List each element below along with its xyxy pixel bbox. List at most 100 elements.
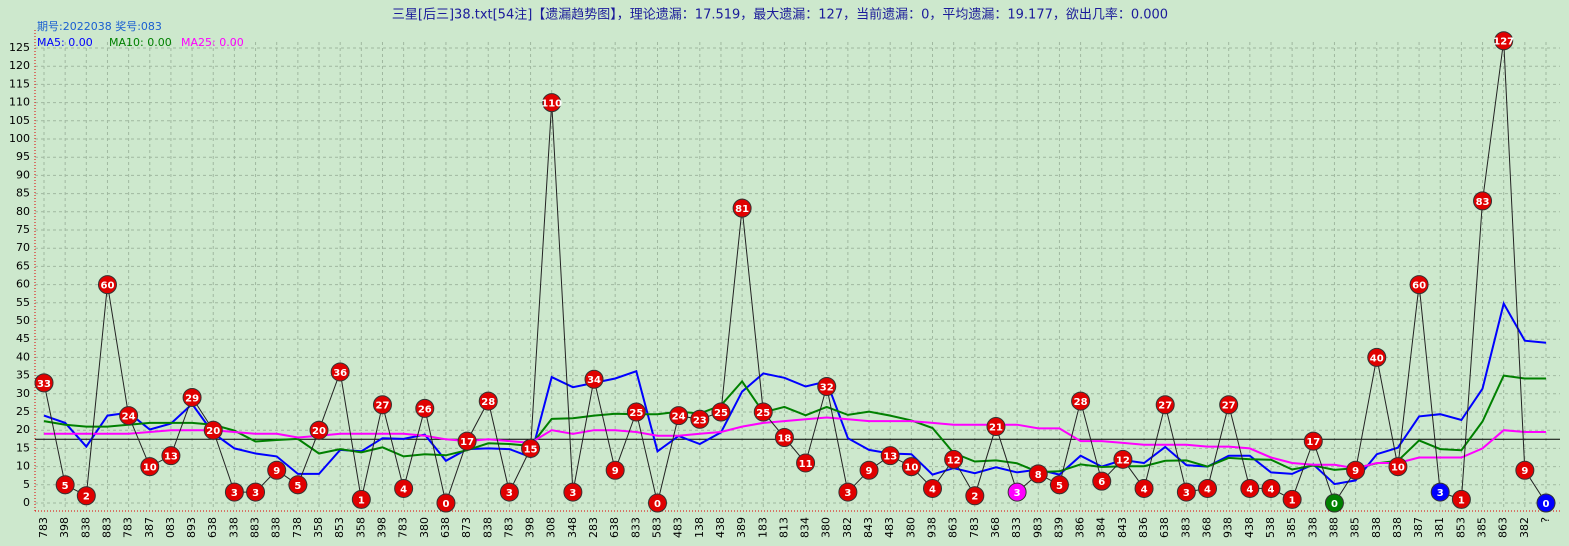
x-tick-label: 783 [968,517,981,538]
x-tick-label: 783 [37,517,50,538]
point-marker [309,420,329,440]
ma-line [44,416,1546,470]
point-label: 13 [164,452,178,463]
point-label: 5 [294,481,301,492]
point-marker [1282,489,1302,509]
point-marker [1240,478,1260,498]
x-tick-label: 348 [566,517,579,538]
point-label: 2 [83,492,90,503]
chart-title: 三星[后三]38.txt[54注]【遗漏趋势图】，理论遗漏：17.519，最大遗… [392,7,1168,23]
point-label: 10 [1391,463,1405,474]
point-label: 60 [101,281,115,292]
point-label: 20 [312,426,326,437]
point-marker [647,493,667,513]
y-tick-label: 115 [9,77,30,90]
point-marker [1219,395,1239,415]
y-tick-label: 70 [16,241,30,254]
x-tick-label: 853 [333,517,346,538]
point-label: 3 [506,488,513,499]
x-tick-label: 338 [227,517,240,538]
point-marker [1134,478,1154,498]
point-label: 9 [612,466,619,477]
point-marker [97,275,117,295]
point-marker [457,431,477,451]
point-label: 23 [693,415,707,426]
point-label: 12 [947,455,961,466]
point-marker [669,406,689,426]
x-tick-label: 873 [460,517,473,538]
x-tick-label: 438 [714,517,727,538]
point-label: 0 [1331,499,1338,510]
x-tick-label: 483 [672,517,685,538]
point-marker [1536,493,1556,513]
point-label: 83 [1476,197,1490,208]
x-tick-label: ? [1539,517,1552,523]
x-tick-label: 783 [122,517,135,538]
point-label: 2 [971,492,978,503]
point-marker [1388,457,1408,477]
y-tick-label: 50 [16,314,30,327]
x-tick-label: 380 [418,517,431,538]
x-tick-label: 384 [1095,517,1108,538]
x-tick-label: 983 [1031,517,1044,538]
point-label: 20 [206,426,220,437]
point-label: 0 [442,499,449,510]
point-label: 10 [143,463,157,474]
point-marker [1409,275,1429,295]
point-label: 17 [460,437,474,448]
point-marker [1049,475,1069,495]
point-label: 1 [358,495,365,506]
x-tick-label: 838 [1370,517,1383,538]
point-label: 18 [777,433,791,444]
point-marker [182,387,202,407]
point-label: 127 [1493,37,1514,48]
point-label: 60 [1412,281,1426,292]
point-label: 27 [1222,401,1236,412]
point-label: 4 [929,484,936,495]
x-tick-label: 358 [354,517,367,538]
point-marker [1113,449,1133,469]
x-tick-label: 380 [904,517,917,538]
x-tick-label: 380 [820,517,833,538]
legend-label: MA25: 0.00 [181,36,244,49]
x-tick-label: 839 [1052,517,1065,538]
x-tick-label: 438 [1243,517,1256,538]
point-label: 4 [400,484,407,495]
ma-line [43,300,1547,486]
point-marker [161,446,181,466]
x-tick-label: 883 [249,517,262,538]
x-tick-label: 813 [777,517,790,538]
point-marker [119,406,139,426]
x-tick-label: 738 [291,517,304,538]
point-label: 110 [541,99,562,110]
point-marker [1451,489,1471,509]
x-tick-label: 387 [143,517,156,538]
x-tick-label: 783 [502,517,515,538]
point-marker [1028,464,1048,484]
x-tick-label: 783 [397,517,410,538]
x-tick-label: 833 [1010,517,1023,538]
point-label: 27 [1158,401,1172,412]
x-tick-label: 834 [799,517,812,538]
point-marker [1430,482,1450,502]
point-marker [901,457,921,477]
legend-label: MA5: 0.00 [37,36,93,49]
x-tick-label: 398 [524,517,537,538]
point-marker [478,391,498,411]
point-marker [859,460,879,480]
point-marker [1198,478,1218,498]
x-tick-label: 638 [206,517,219,538]
y-tick-label: 90 [16,168,30,181]
x-tick-label: 638 [608,517,621,538]
x-tick-label: 538 [1264,517,1277,538]
y-tick-label: 10 [16,460,30,473]
point-label: 4 [1246,484,1253,495]
point-label: 1 [1289,495,1296,506]
x-tick-label: 843 [1116,517,1129,538]
point-label: 25 [714,408,728,419]
point-marker [605,460,625,480]
x-tick-label: 638 [439,517,452,538]
point-label: 12 [1116,455,1130,466]
y-tick-label: 35 [16,369,30,382]
